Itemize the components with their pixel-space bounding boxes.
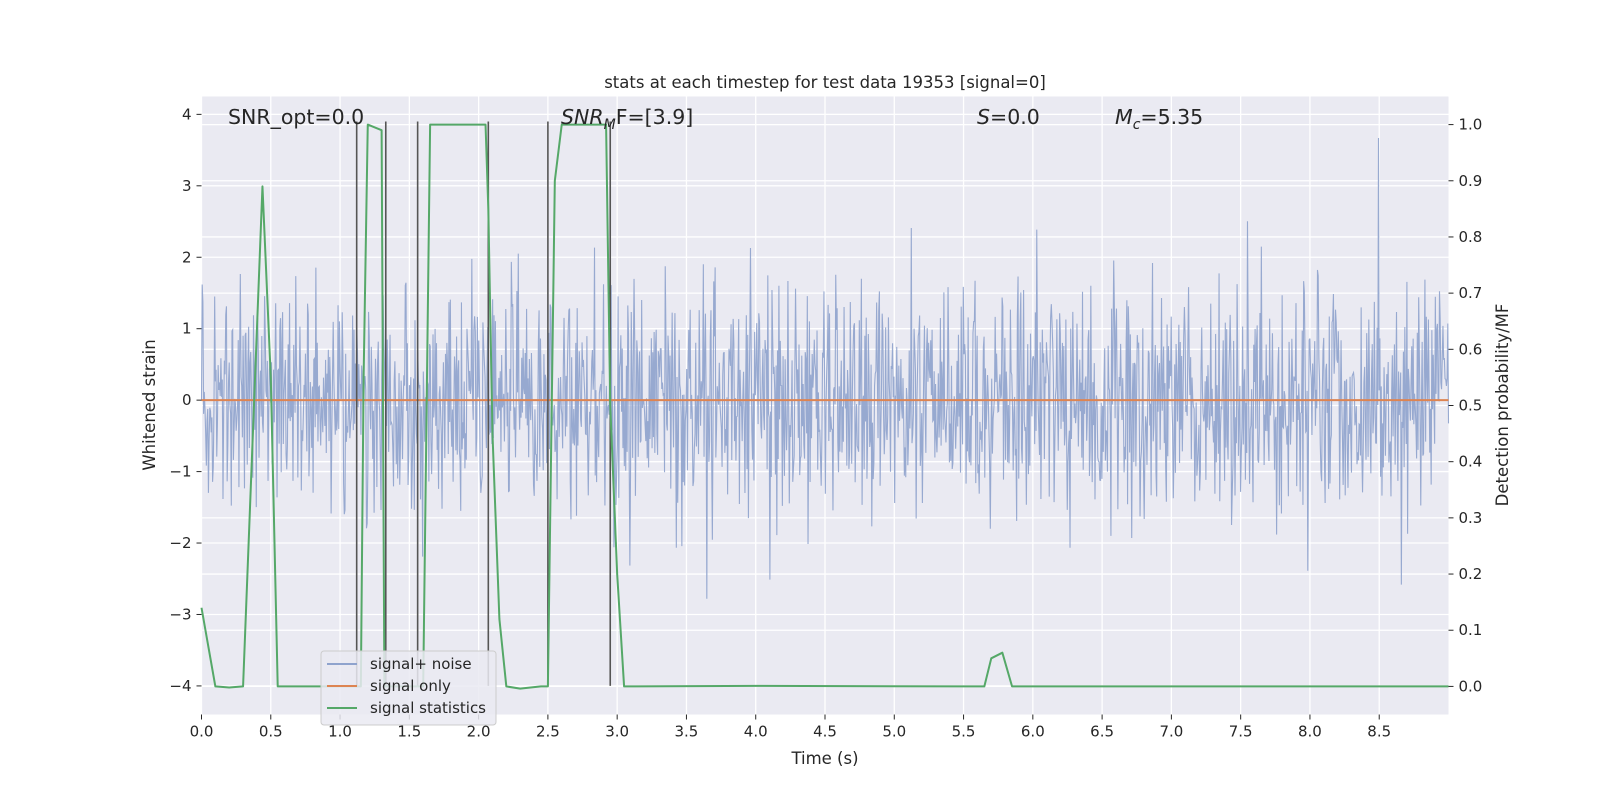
- x-tick-label: 1.5: [397, 723, 421, 741]
- annotation-mc-sub: c: [1133, 117, 1141, 133]
- y-tick-label-right: 0.3: [1459, 509, 1483, 527]
- x-tick-label: 7.0: [1159, 723, 1183, 741]
- y-tick-label-right: 0.6: [1459, 340, 1483, 358]
- annotation-snr-opt: SNR_opt=0.0: [228, 105, 364, 130]
- y-tick-label-left: −4: [169, 677, 191, 695]
- x-tick-label: 0.5: [259, 723, 283, 741]
- x-tick-label: 5.5: [952, 723, 976, 741]
- x-tick-label: 0.0: [190, 723, 214, 741]
- stats-layer: [200, 123, 1449, 690]
- y-tick-label-right: 0.7: [1459, 284, 1483, 302]
- x-tick-label: 2.0: [467, 723, 491, 741]
- y-tick-label-right: 0.5: [1459, 397, 1483, 415]
- annotation-snr-mf: SNRMF=[3.9]: [561, 105, 693, 133]
- x-tick-label: 3.5: [675, 723, 699, 741]
- y-tick-label-left: −1: [169, 463, 191, 481]
- legend: signal+ noise signal only signal statist…: [320, 650, 497, 726]
- x-tick-label: 3.0: [605, 723, 629, 741]
- x-tick-label: 2.5: [536, 723, 560, 741]
- x-tick-label: 8.0: [1298, 723, 1322, 741]
- legend-label-signal: signal only: [370, 677, 451, 695]
- legend-label-stats: signal statistics: [370, 699, 486, 717]
- legend-box: [320, 650, 497, 726]
- annotation-mc-main: M: [1115, 105, 1133, 129]
- x-tick-label: 6.0: [1021, 723, 1045, 741]
- x-tick-label: 1.0: [328, 723, 352, 741]
- y-tick-label-left: −2: [169, 534, 191, 552]
- series-signal-noise: [200, 137, 1450, 599]
- x-tick-label: 7.5: [1229, 723, 1253, 741]
- y-tick-label-right: 0.2: [1459, 565, 1483, 583]
- y-axis-label-left: Whitened strain: [140, 339, 159, 470]
- y-tick-label-right: 0.1: [1459, 621, 1483, 639]
- x-axis-label: Time (s): [790, 749, 858, 768]
- y-tick-label-left: 1: [182, 320, 192, 338]
- y-tick-label-right: 0.4: [1459, 453, 1483, 471]
- annotation-s: S=0.0: [977, 105, 1040, 129]
- y-tick-label-left: 3: [182, 177, 192, 195]
- legend-label-noise: signal+ noise: [370, 655, 472, 673]
- y-tick-label-left: 4: [182, 105, 192, 123]
- annotation-s-rest: =0.0: [990, 105, 1040, 129]
- y-tick-label-left: 2: [182, 248, 192, 266]
- y-tick-label-right: 1.0: [1459, 116, 1483, 134]
- y-tick-label-right: 0.9: [1459, 172, 1483, 190]
- y-tick-label-right: 0.8: [1459, 228, 1483, 246]
- axes-layer: 0.0 0.5 1.0 1.5 2.0 2.5 3.0 3.5 4.0 4.5 5.0 5.5 6.0 6…: [169, 105, 1482, 740]
- x-tick-label: 8.5: [1367, 723, 1391, 741]
- series-signal-statistics: [200, 123, 1449, 690]
- noise-layer: [200, 137, 1450, 599]
- chart-title: stats at each timestep for test data 193…: [604, 73, 1046, 92]
- marker-layer: [355, 121, 612, 686]
- y-tick-label-right: 0.0: [1459, 677, 1483, 695]
- annotation-mc: Mc=5.35: [1115, 105, 1203, 133]
- x-tick-label: 6.5: [1090, 723, 1114, 741]
- annotation-s-main: S: [977, 105, 990, 129]
- y-tick-label-left: 0: [182, 391, 192, 409]
- x-tick-label: 4.5: [813, 723, 837, 741]
- x-tick-label: 5.0: [882, 723, 906, 741]
- y-axis-label-right: Detection probability/MF: [1493, 304, 1512, 507]
- annotation-mc-rest: =5.35: [1140, 105, 1203, 129]
- x-tick-label: 4.0: [744, 723, 768, 741]
- annotation-snr-mf-rest: F=[3.9]: [616, 105, 694, 129]
- y-tick-label-left: −3: [169, 605, 191, 623]
- annotation-snr-mf-sub: M: [604, 117, 616, 133]
- annotation-snr-mf-main: SNR: [561, 105, 604, 129]
